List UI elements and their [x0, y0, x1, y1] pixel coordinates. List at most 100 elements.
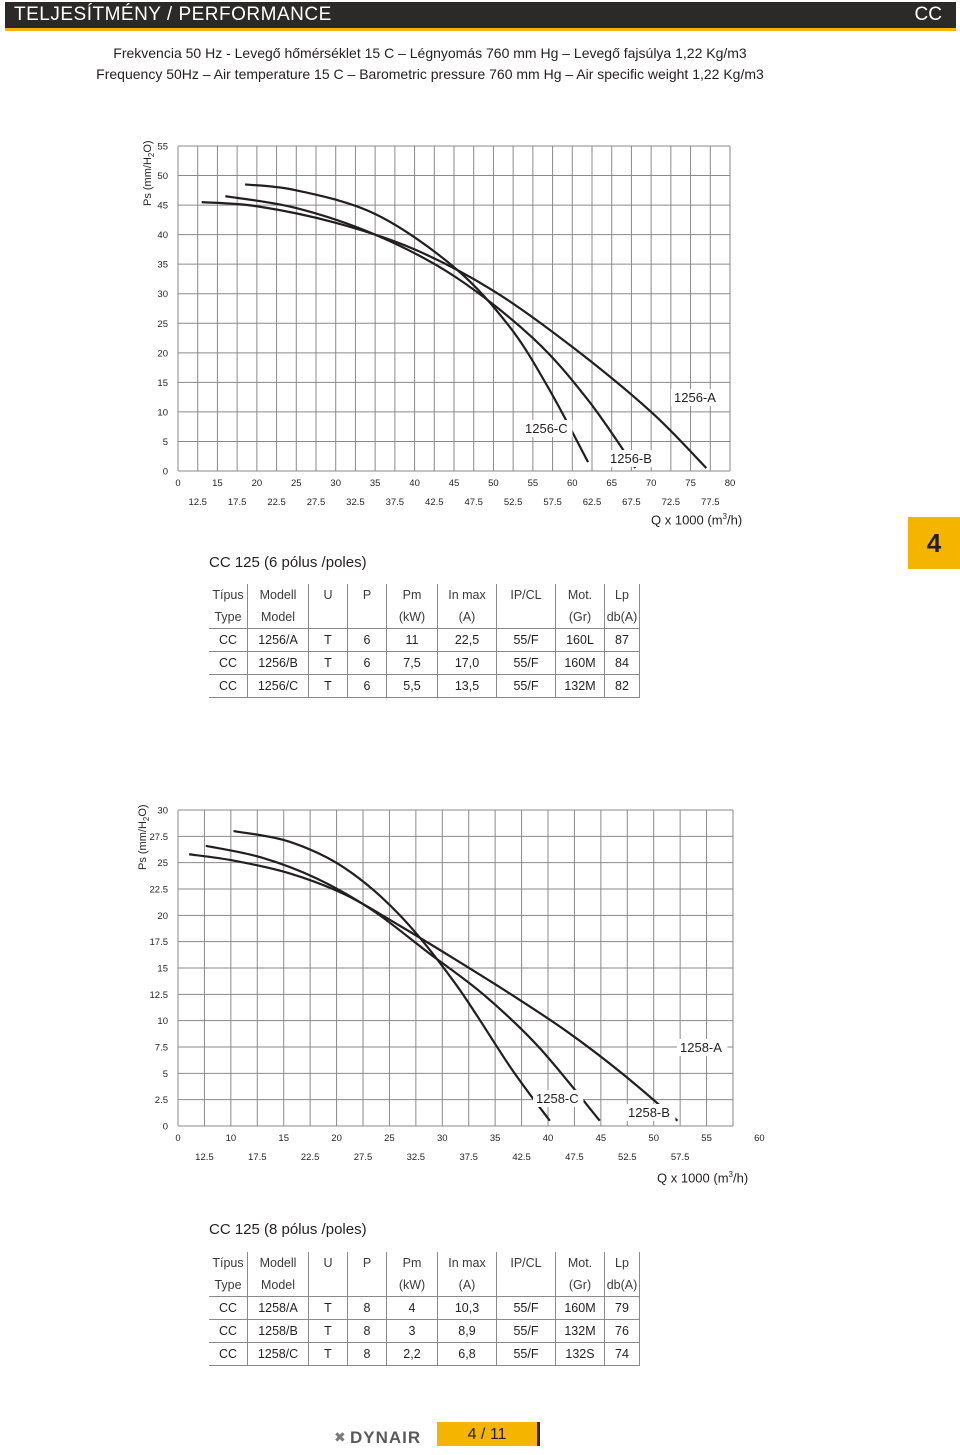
product-code: CC [914, 4, 942, 25]
chart1-y-tick-label: 15 [157, 378, 168, 389]
chart1-y-tick-label: 35 [157, 260, 168, 271]
chart2-x-tick-label: 40 [543, 1133, 554, 1144]
chart2-y-tick-label: 25 [157, 858, 168, 869]
table-cell: Model [247, 1274, 309, 1297]
table-cell: (Gr) [555, 1274, 605, 1297]
chart1-x-tick-label: 17.5 [228, 497, 247, 508]
dynair-x-icon: ✖ [334, 1429, 346, 1445]
table-cell: 11 [386, 628, 438, 652]
chart2-x-tick-label: 25 [384, 1133, 395, 1144]
table-cell: 4 [386, 1296, 438, 1320]
table-cell: (A) [437, 1274, 497, 1297]
chart1-curve-label-bg [607, 450, 658, 467]
table-cell: (kW) [386, 1274, 438, 1297]
chart2-curve-label-1258-c: 1258-C [536, 1091, 579, 1106]
chart2-x-axis-label: Q x 1000 (m3/h) [657, 1170, 749, 1186]
table-cell [308, 606, 348, 629]
table-cell: CC [209, 651, 248, 675]
table-cell: Type [209, 606, 248, 629]
chart1-x-tick-label: 77.5 [701, 497, 720, 508]
conditions-hu: Frekvencia 50 Hz - Levegő hőmérséklet 15… [113, 45, 747, 61]
chart1-x-tick-label: 32.5 [346, 497, 365, 508]
table-cell: 55/F [496, 628, 556, 652]
table-cell: Pm [386, 1252, 438, 1274]
chart1-x-tick-label: 60 [567, 478, 578, 489]
table-cell: 13,5 [437, 674, 497, 698]
chart1-curve-label-bg [522, 420, 573, 437]
table-cell: 6 [347, 651, 387, 675]
page-header: TELJESÍTMÉNY / PERFORMANCE CC [5, 2, 956, 31]
table-cell: 132M [555, 674, 605, 698]
table-cell: CC [209, 1342, 248, 1366]
chart2-curve-label-1258-a: 1258-A [680, 1040, 722, 1055]
chart1-x-tick-label: 52.5 [504, 497, 523, 508]
chart2-curve-label-bg [533, 1090, 584, 1107]
table-cell: 3 [386, 1319, 438, 1343]
chart2-y-tick-label: 22.5 [150, 885, 169, 896]
table-cell: (Gr) [555, 606, 605, 629]
table-cell: Típus [209, 584, 248, 606]
chart1-y-tick-label: 30 [157, 289, 168, 300]
table-cell: T [308, 1319, 348, 1343]
table-cell: T [308, 1342, 348, 1366]
table-cell: 160L [555, 628, 605, 652]
table-cell: 17,0 [437, 651, 497, 675]
chart1-x-tick-label: 35 [370, 478, 381, 489]
chart2-x-tick-label: 50 [648, 1133, 659, 1144]
chart2-x-tick-label: 32.5 [407, 1152, 426, 1163]
table-cell: 55/F [496, 1319, 556, 1343]
chart2-y-axis-label: Ps (mm/H2O) [137, 804, 152, 870]
table-cell: db(A) [604, 606, 640, 629]
table-cell [347, 606, 387, 629]
performance-chart-6-pole: 0 5 10 15 20 25 30 35 40 45 50 55 0 15 20 25 30 35 40 45 50 5… [157, 142, 735, 509]
table-row: CC 1256/B T 6 7,5 17,0 55/F 160M 84 [209, 651, 640, 675]
table-cell: 132S [555, 1342, 605, 1366]
table-cell: 55/F [496, 651, 556, 675]
spec-table-8-pole: Típus Modell U P Pm In max IP/CL Mot. Lp Type Mode… [209, 1252, 640, 1366]
chart1-x-tick-label: 30 [330, 478, 341, 489]
chart2-x-tick-label: 57.5 [671, 1152, 690, 1163]
table-header-row: Típus Modell U P Pm In max IP/CL Mot. Lp [209, 1252, 640, 1274]
chart1-y-tick-label: 0 [163, 467, 168, 478]
chart2-y-tick-label: 7.5 [155, 1043, 168, 1054]
chart1-y-tick-label: 45 [157, 201, 168, 212]
table2-title: CC 125 (8 pólus /poles) [209, 1221, 367, 1238]
table-cell: 2,2 [386, 1342, 438, 1366]
chart1-y-tick-label: 40 [157, 230, 168, 241]
chart2-x-tick-label: 15 [278, 1133, 289, 1144]
chart1-x-tick-label: 72.5 [662, 497, 681, 508]
table-cell: 82 [604, 674, 640, 698]
table-header-row: Típus Modell U P Pm In max IP/CL Mot. Lp [209, 584, 640, 606]
table-cell: P [347, 1252, 387, 1274]
table-cell: 160M [555, 1296, 605, 1320]
spec-table-6-pole: Típus Modell U P Pm In max IP/CL Mot. Lp Type Mode… [209, 584, 640, 698]
chart2-x-tick-label: 60 [754, 1133, 765, 1144]
chart2-x-tick-label: 55 [701, 1133, 712, 1144]
chart1-x-tick-label: 45 [449, 478, 460, 489]
dynair-logo: ✖ DYNAIR [332, 1426, 442, 1448]
chart2-x-tick-label: 27.5 [354, 1152, 373, 1163]
table-cell [496, 1274, 556, 1297]
chart2-x-tick-label: 30 [437, 1133, 448, 1144]
chart1-x-tick-label: 70 [646, 478, 657, 489]
chart1-curve-1256-b [225, 195, 637, 469]
brand-name: DYNAIR [350, 1428, 422, 1447]
table-cell: P [347, 584, 387, 606]
table-cell: Típus [209, 1252, 248, 1274]
chart1-x-axis-label: Q x 1000 (m3/h) [651, 512, 743, 528]
table-cell: 1256/C [247, 674, 309, 698]
chart2-curve-1258-b [205, 844, 601, 1122]
table-cell: 1258/B [247, 1319, 309, 1343]
chart1-curve-label-bg [671, 389, 722, 406]
table-cell: db(A) [604, 1274, 640, 1297]
table-cell: CC [209, 674, 248, 698]
chart2-x-tick-label: 22.5 [301, 1152, 320, 1163]
chart2-y-tick-label: 27.5 [150, 832, 169, 843]
table-cell: 5,5 [386, 674, 438, 698]
chart1-curve-1256-c [244, 183, 590, 463]
table-cell: 55/F [496, 674, 556, 698]
chart2-y-tick-label: 0 [163, 1122, 168, 1133]
table-cell: CC [209, 1319, 248, 1343]
table-cell: 1258/C [247, 1342, 309, 1366]
